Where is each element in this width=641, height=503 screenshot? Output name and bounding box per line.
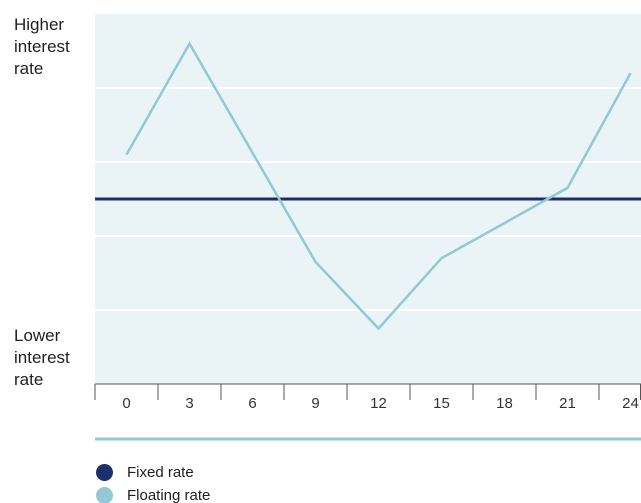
x-tick-label-6: 6 <box>248 395 256 412</box>
y-axis-label-high: Higher interest rate <box>14 15 70 78</box>
x-tick-label-21: 21 <box>559 395 576 412</box>
legend: Fixed rate Floating rate <box>96 461 210 503</box>
series-line-floating-rate <box>125 41 632 331</box>
legend-swatch-fixed-rate <box>96 464 113 481</box>
x-tick-label-3: 3 <box>185 395 193 412</box>
x-tick-label-24: 24 <box>622 395 639 412</box>
legend-label-fixed-rate: Fixed rate <box>127 464 194 481</box>
x-tick-label-18: 18 <box>496 395 513 412</box>
y-axis-label-low: Lower interest rate <box>14 326 70 389</box>
x-tick-label-12: 12 <box>370 395 387 412</box>
x-tick-label-0: 0 <box>122 395 130 412</box>
legend-label-floating-rate: Floating rate <box>127 487 211 503</box>
legend-swatch-floating-rate <box>96 487 113 503</box>
legend-item-fixed-rate: Fixed rate <box>96 461 210 484</box>
x-tick-label-9: 9 <box>311 395 319 412</box>
x-tick-label-15: 15 <box>433 395 450 412</box>
legend-item-floating-rate: Floating rate <box>96 484 210 503</box>
